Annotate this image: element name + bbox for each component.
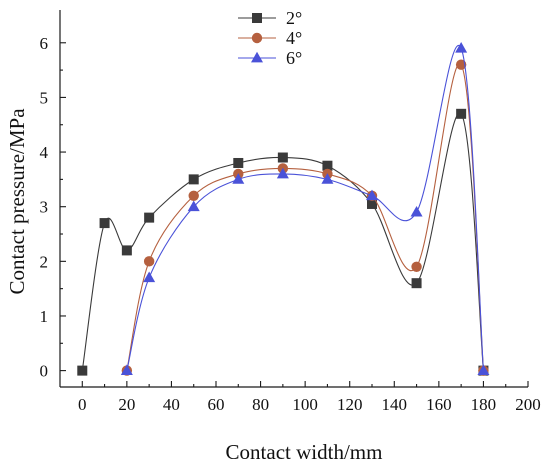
data-point-series-2 [411, 261, 422, 272]
y-tick-label: 0 [40, 362, 49, 381]
x-tick-label: 80 [252, 395, 269, 414]
data-point-series-3 [477, 364, 490, 376]
legend-label: 6° [286, 48, 302, 68]
series-line-2 [126, 63, 484, 371]
series-line-1 [81, 112, 484, 371]
y-ticks: 0 1 2 3 4 5 6 [40, 34, 66, 381]
legend: 2°4°6° [238, 8, 302, 68]
data-point-series-1 [322, 160, 333, 171]
axes [59, 10, 528, 388]
y-tick-label: 1 [40, 307, 49, 326]
x-tick-label: 60 [208, 395, 225, 414]
x-ticks: 0 20 40 60 80 100 120 140 160 180 200 [78, 381, 541, 414]
legend-label: 2° [286, 8, 302, 28]
legend-item-3: 6° [238, 48, 302, 68]
data-point-series-3 [366, 189, 378, 201]
legend-item-2: 4° [238, 28, 302, 48]
data-point-series-1 [233, 157, 244, 168]
x-axis-title: Contact width/mm [226, 440, 383, 464]
data-point-series-3 [232, 173, 245, 184]
data-point-series-3 [143, 271, 156, 283]
data-point-series-3 [455, 42, 468, 53]
data-point-series-2 [188, 190, 199, 201]
legend-marker [251, 32, 263, 44]
x-tick-label: 160 [426, 395, 452, 414]
x-tick-label: 100 [292, 395, 318, 414]
data-point-series-1 [456, 108, 467, 119]
legend-marker [251, 51, 263, 63]
x-tick-label: 200 [515, 395, 541, 414]
data-point-series-3 [187, 200, 200, 212]
data-point-series-1 [144, 212, 155, 223]
x-tick-label: 0 [78, 395, 87, 414]
y-tick-label: 4 [40, 143, 49, 162]
series-2 [121, 59, 489, 376]
series-layer [77, 42, 490, 376]
y-tick-label: 2 [40, 252, 49, 271]
data-point-series-1 [188, 174, 199, 185]
data-point-series-3 [321, 173, 334, 184]
data-point-series-1 [411, 278, 422, 289]
data-point-series-3 [276, 167, 289, 179]
y-axis-title: Contact pressure/MPa [5, 108, 29, 295]
legend-marker [252, 13, 262, 23]
data-point-series-1 [77, 365, 88, 376]
data-point-series-3 [120, 364, 133, 376]
data-point-series-2 [143, 256, 155, 267]
legend-label: 4° [286, 28, 302, 48]
series-line-3 [126, 44, 484, 371]
data-point-series-1 [99, 218, 110, 229]
series-3 [120, 42, 490, 376]
x-tick-label: 20 [118, 395, 135, 414]
data-point-series-1 [277, 152, 288, 163]
data-point-series-3 [410, 205, 423, 217]
x-tick-label: 40 [163, 395, 180, 414]
series-1 [77, 108, 489, 376]
data-point-series-2 [455, 59, 467, 70]
data-point-series-1 [367, 198, 377, 209]
y-tick-label: 3 [40, 198, 49, 217]
x-tick-label: 140 [382, 395, 408, 414]
x-tick-label: 180 [471, 395, 497, 414]
x-tick-label: 120 [337, 395, 363, 414]
y-tick-label: 5 [40, 88, 49, 107]
legend-item-1: 2° [238, 8, 302, 28]
y-tick-label: 6 [40, 34, 49, 53]
data-point-series-1 [121, 245, 132, 256]
